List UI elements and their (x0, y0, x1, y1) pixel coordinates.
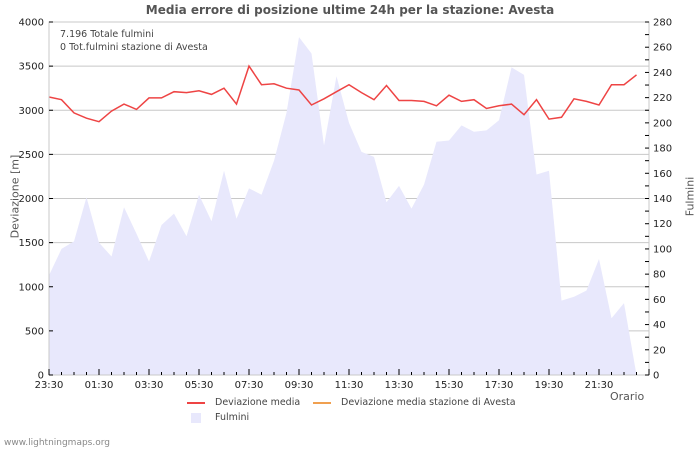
chart-title: Media errore di posizione ultime 24h per… (145, 3, 555, 17)
x-tick-label: 01:30 (85, 380, 114, 391)
x-tick-label: 05:30 (185, 380, 214, 391)
station-strikes-text: 0 Tot.fulmini stazione di Avesta (60, 42, 208, 53)
x-tick-label: 23:30 (35, 380, 64, 391)
x-tick-label: 03:30 (135, 380, 164, 391)
deviation-line (48, 64, 637, 123)
y-right-tick-label: 160 (653, 169, 672, 180)
y-left-tick-label: 3500 (19, 62, 44, 73)
y-left-tick-label: 2000 (19, 194, 44, 205)
x-tick-label: 15:30 (435, 380, 464, 391)
legend-deviation-label: Deviazione media (215, 397, 301, 408)
y-right-tick-label: 260 (653, 43, 672, 54)
y-right-tick-label: 40 (653, 320, 666, 331)
deviation-polyline (48, 64, 637, 123)
legend-orange-line-icon (313, 401, 331, 404)
strikes-area (49, 37, 649, 375)
legend-station-label: Deviazione media stazione di Avesta (341, 397, 516, 408)
y-right-tick-label: 120 (653, 219, 672, 230)
legend-red-line-icon (187, 401, 205, 404)
y-right-tick-label: 240 (653, 68, 672, 79)
y-right-tick-label: 20 (653, 345, 666, 356)
y-axis-right: 0 20 40 60 80 100 120 140 160 180 200 220 240 260 280 (645, 18, 672, 382)
y-right-tick-label: 140 (653, 194, 672, 205)
x-tick-label: 19:30 (535, 380, 564, 391)
y-right-tick-label: 0 (653, 371, 659, 382)
y-right-tick-label: 80 (653, 270, 666, 281)
y-axis-right-label: Fulmini (683, 176, 697, 217)
legend-area-swatch-icon (191, 412, 201, 423)
y-left-tick-label: 1000 (19, 282, 44, 293)
y-left-tick-label: 2500 (19, 150, 44, 161)
y-left-tick-label: 4000 (19, 18, 44, 29)
y-left-tick-label: 500 (25, 326, 44, 337)
y-right-tick-label: 280 (653, 18, 672, 29)
y-left-tick-label: 1500 (19, 238, 44, 249)
x-axis: 23:30 01:30 03:30 05:30 07:30 09:30 11:30 13:30… (35, 369, 650, 391)
legend-strikes: Fulmini (187, 412, 249, 423)
y-left-tick-label: 0 (38, 371, 44, 382)
x-tick-label: 07:30 (235, 380, 264, 391)
x-axis-label: Orario (610, 390, 645, 403)
y-axis-left: 0 500 1000 1500 2000 2500 3000 3500 4000 (19, 18, 53, 382)
legend-strikes-label: Fulmini (215, 412, 250, 423)
x-tick-label: 21:30 (585, 380, 614, 391)
y-left-tick-label: 3000 (19, 106, 44, 117)
y-right-tick-label: 220 (653, 93, 672, 104)
y-right-tick-label: 60 (653, 295, 666, 306)
source-link[interactable]: www.lightningmaps.org (4, 438, 110, 448)
y-axis-left-label: Deviazione [m] (8, 154, 22, 239)
y-right-tick-label: 180 (653, 144, 672, 155)
legend-deviation: Deviazione media (187, 397, 300, 408)
x-tick-label: 13:30 (385, 380, 414, 391)
y-right-tick-label: 100 (653, 244, 672, 255)
y-right-tick-label: 200 (653, 118, 672, 129)
legend-station-deviation: Deviazione media stazione di Avesta (313, 397, 516, 408)
strikes-area-path (49, 37, 649, 375)
x-tick-label: 17:30 (485, 380, 514, 391)
x-tick-label: 11:30 (335, 380, 364, 391)
x-tick-label: 09:30 (285, 380, 314, 391)
total-strikes-text: 7.196 Totale fulmini (60, 29, 154, 40)
